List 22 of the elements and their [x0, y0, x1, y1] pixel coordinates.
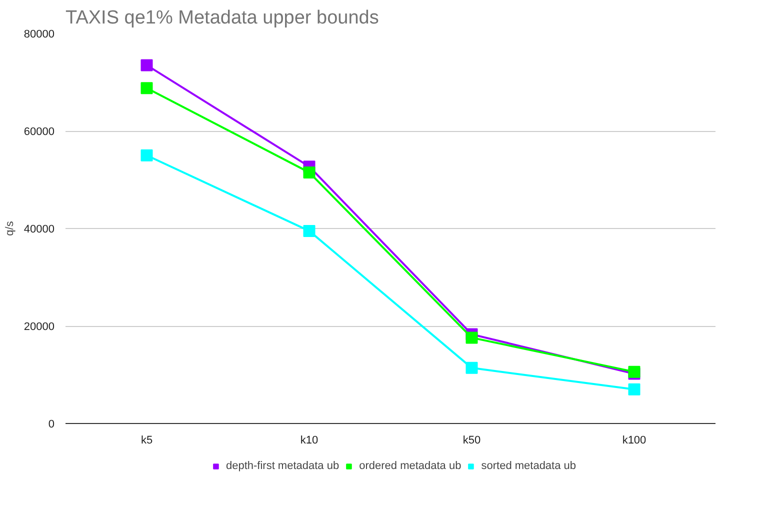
point [628, 383, 640, 396]
legend-label: depth-first metadata ub [226, 460, 340, 472]
point [466, 362, 478, 374]
x-tick-label: k50 [462, 434, 481, 446]
y-axis-title: q/s [4, 220, 16, 236]
point [303, 166, 316, 178]
x-tick-label: k5 [140, 434, 153, 446]
point [140, 149, 153, 162]
y-tick-label: 0 [48, 418, 55, 430]
chart-title: TAXIS qe1% Metadata upper bounds [66, 8, 379, 28]
legend-label: ordered metadata ub [359, 460, 462, 472]
point [140, 82, 153, 94]
x-tick-label: k10 [300, 434, 318, 446]
point [303, 224, 316, 237]
y-tick-label: 20000 [24, 321, 55, 333]
point [466, 332, 478, 344]
legend-label: sorted metadata ub [481, 460, 576, 472]
y-tick-label: 80000 [24, 28, 55, 40]
y-tick-label: 40000 [24, 224, 55, 236]
y-tick-label: 60000 [24, 126, 55, 138]
point [140, 59, 153, 72]
x-tick-label: k100 [622, 434, 646, 446]
